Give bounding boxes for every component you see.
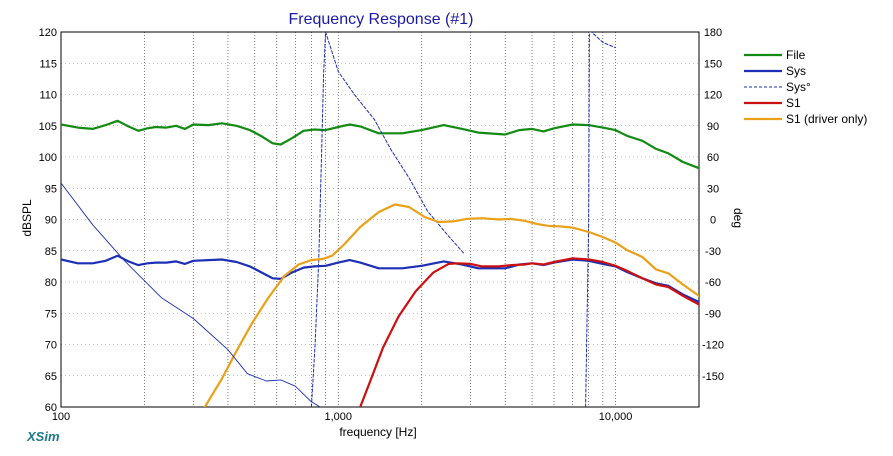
series-line-sys xyxy=(585,32,616,407)
plot-area: 60 65 70 75 80 85 90 95 100 105 110 115 120 -150 -120 -… xyxy=(39,27,724,423)
y-left-tick-label: 80 xyxy=(45,277,57,289)
y-right-tick-label: 0 xyxy=(710,215,716,227)
y-left-tick-label: 65 xyxy=(45,371,57,383)
y-left-tick-label: 120 xyxy=(39,27,57,39)
legend-label: Sys° xyxy=(786,80,811,94)
chart-title: Frequency Response (#1) xyxy=(289,11,474,28)
plot-frame xyxy=(60,31,700,408)
legend-label: S1 (driver only) xyxy=(786,112,867,126)
x-tick-label: 10,000 xyxy=(599,411,633,423)
x-tick-label: 1,000 xyxy=(325,411,353,423)
y-left-tick-label: 90 xyxy=(45,215,57,227)
series-line-phase-unlabeled-thin-line xyxy=(61,182,321,407)
y-right-tick-label: -90 xyxy=(705,308,721,320)
y-left-tick-label: 75 xyxy=(45,308,57,320)
y-left-tick-label: 115 xyxy=(39,58,57,70)
y-right-tick-label: 150 xyxy=(704,58,722,70)
legend-label: S1 xyxy=(786,96,801,110)
y-left-tick-label: 85 xyxy=(45,246,57,258)
series-group xyxy=(61,32,699,407)
y-right-tick-label: -60 xyxy=(705,277,721,289)
y-left-tick-label: 60 xyxy=(45,402,57,414)
y-right-tick-label: 180 xyxy=(704,27,722,39)
y-right-tick-label: -120 xyxy=(702,340,724,352)
y-axis-label-right: deg xyxy=(731,208,745,228)
y-left-tick-label: 105 xyxy=(39,121,57,133)
y-right-tick-label: 60 xyxy=(707,152,719,164)
y-left-tick-label: 70 xyxy=(45,340,57,352)
series-line-file xyxy=(61,119,699,170)
legend: File Sys Sys° S1 S1 (driver only) xyxy=(744,48,867,126)
y-right-tick-label: -150 xyxy=(702,371,724,383)
legend-label: File xyxy=(786,48,806,62)
y-right-tick-label: 120 xyxy=(704,90,722,102)
series-line-sys xyxy=(310,32,465,407)
y-left-tick-label: 100 xyxy=(39,152,57,164)
legend-label: Sys xyxy=(786,64,806,78)
series-line-s1-driver-only xyxy=(203,203,699,407)
y-axis-label-left: dBSPL xyxy=(20,199,34,237)
x-axis-label: frequency [Hz] xyxy=(339,425,416,439)
y-left-tick-label: 110 xyxy=(39,90,57,102)
y-right-tick-label: 30 xyxy=(707,183,719,195)
series-line-sys xyxy=(61,254,699,304)
xsim-brand: XSim xyxy=(26,429,60,444)
series-line-s1 xyxy=(359,257,699,407)
y-left-tick-label: 95 xyxy=(45,183,57,195)
x-tick-label: 100 xyxy=(52,411,70,423)
y-right-tick-label: -30 xyxy=(705,246,721,258)
y-right-tick-label: 90 xyxy=(707,121,719,133)
